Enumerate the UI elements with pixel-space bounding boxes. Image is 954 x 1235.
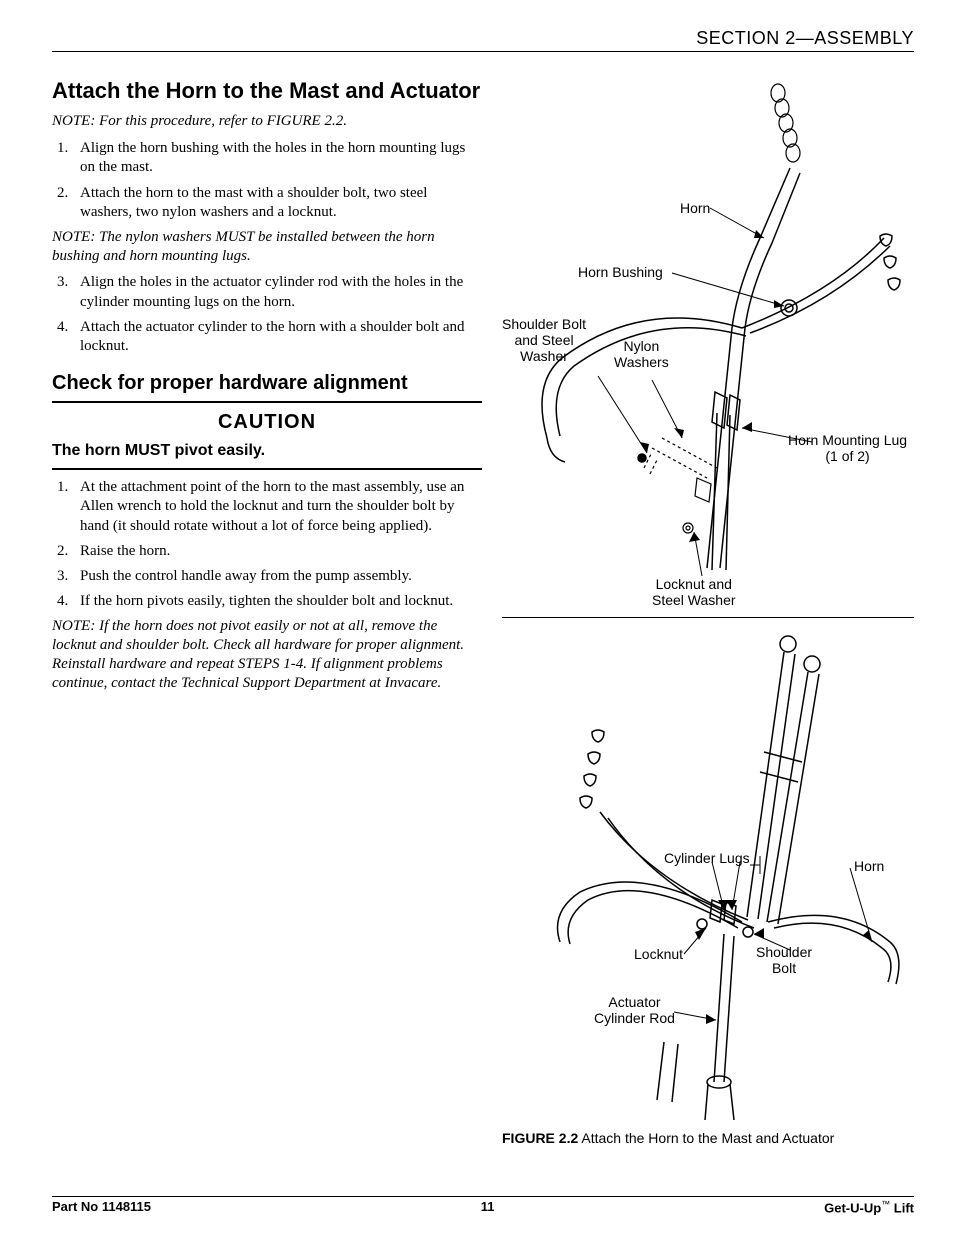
footer-product-suffix: Lift — [890, 1200, 914, 1215]
trademark-icon: ™ — [881, 1199, 890, 1209]
step-a2: Attach the horn to the mast with a shoul… — [72, 184, 482, 222]
heading-attach-horn: Attach the Horn to the Mast and Actuator — [52, 78, 482, 104]
note-nylon-washers: NOTE: The nylon washers MUST be installe… — [52, 228, 482, 266]
diagram-lower-svg — [502, 622, 912, 1122]
figure-number: FIGURE 2.2 — [502, 1130, 578, 1146]
diagram-upper: Horn Horn Bushing Shoulder Boltand Steel… — [502, 78, 914, 618]
section-header: SECTION 2—ASSEMBLY — [52, 28, 914, 52]
footer-page-number: 11 — [481, 1199, 495, 1215]
label-horn-mounting-lug: Horn Mounting Lug(1 of 2) — [788, 432, 907, 464]
step-b3: Align the holes in the actuator cylinder… — [72, 273, 482, 311]
label-actuator-rod: ActuatorCylinder Rod — [594, 994, 675, 1026]
figure-caption-text: Attach the Horn to the Mast and Actuator — [578, 1130, 834, 1146]
step-c1: At the attachment point of the horn to t… — [72, 478, 482, 536]
step-b4: Attach the actuator cylinder to the horn… — [72, 318, 482, 356]
step-a1: Align the horn bushing with the holes in… — [72, 139, 482, 177]
step-c4: If the horn pivots easily, tighten the s… — [72, 592, 482, 611]
label-horn-lower: Horn — [854, 858, 884, 874]
footer-product: Get-U-Up™ Lift — [824, 1199, 914, 1215]
label-locknut-steel-washer: Locknut andSteel Washer — [652, 576, 736, 608]
caution-word: CAUTION — [52, 411, 482, 434]
label-horn-bushing: Horn Bushing — [578, 264, 663, 280]
figure-column: Horn Horn Bushing Shoulder Boltand Steel… — [502, 78, 914, 1146]
caution-block: CAUTION The horn MUST pivot easily. — [52, 401, 482, 470]
heading-check-alignment: Check for proper hardware alignment — [52, 372, 482, 395]
label-shoulder-bolt: ShoulderBolt — [756, 944, 812, 976]
label-locknut: Locknut — [634, 946, 683, 962]
steps-check: At the attachment point of the horn to t… — [52, 478, 482, 611]
page-footer: Part No 1148115 11 Get-U-Up™ Lift — [52, 1196, 914, 1215]
label-nylon-washers: NylonWashers — [614, 338, 669, 370]
bracket-icon — [750, 856, 800, 874]
step-c3: Push the control handle away from the pu… — [72, 567, 482, 586]
footer-part-no: Part No 1148115 — [52, 1199, 151, 1215]
note-pivot: NOTE: If the horn does not pivot easily … — [52, 617, 482, 692]
steps-attach-b: Align the holes in the actuator cylinder… — [52, 273, 482, 356]
footer-product-name: Get-U-Up — [824, 1200, 881, 1215]
note-refer-figure: NOTE: For this procedure, refer to FIGUR… — [52, 112, 482, 131]
figure-caption: FIGURE 2.2 Attach the Horn to the Mast a… — [502, 1130, 914, 1146]
steps-attach-a: Align the horn bushing with the holes in… — [52, 139, 482, 222]
step-c2: Raise the horn. — [72, 542, 482, 561]
label-horn: Horn — [680, 200, 710, 216]
text-column: Attach the Horn to the Mast and Actuator… — [52, 78, 482, 1146]
label-cylinder-lugs: Cylinder Lugs — [664, 850, 750, 866]
label-shoulder-bolt-steel-washer: Shoulder Boltand SteelWasher — [502, 316, 586, 364]
caution-text: The horn MUST pivot easily. — [52, 442, 482, 460]
diagram-lower: Cylinder Lugs Horn Locknut ShoulderBolt … — [502, 622, 914, 1122]
